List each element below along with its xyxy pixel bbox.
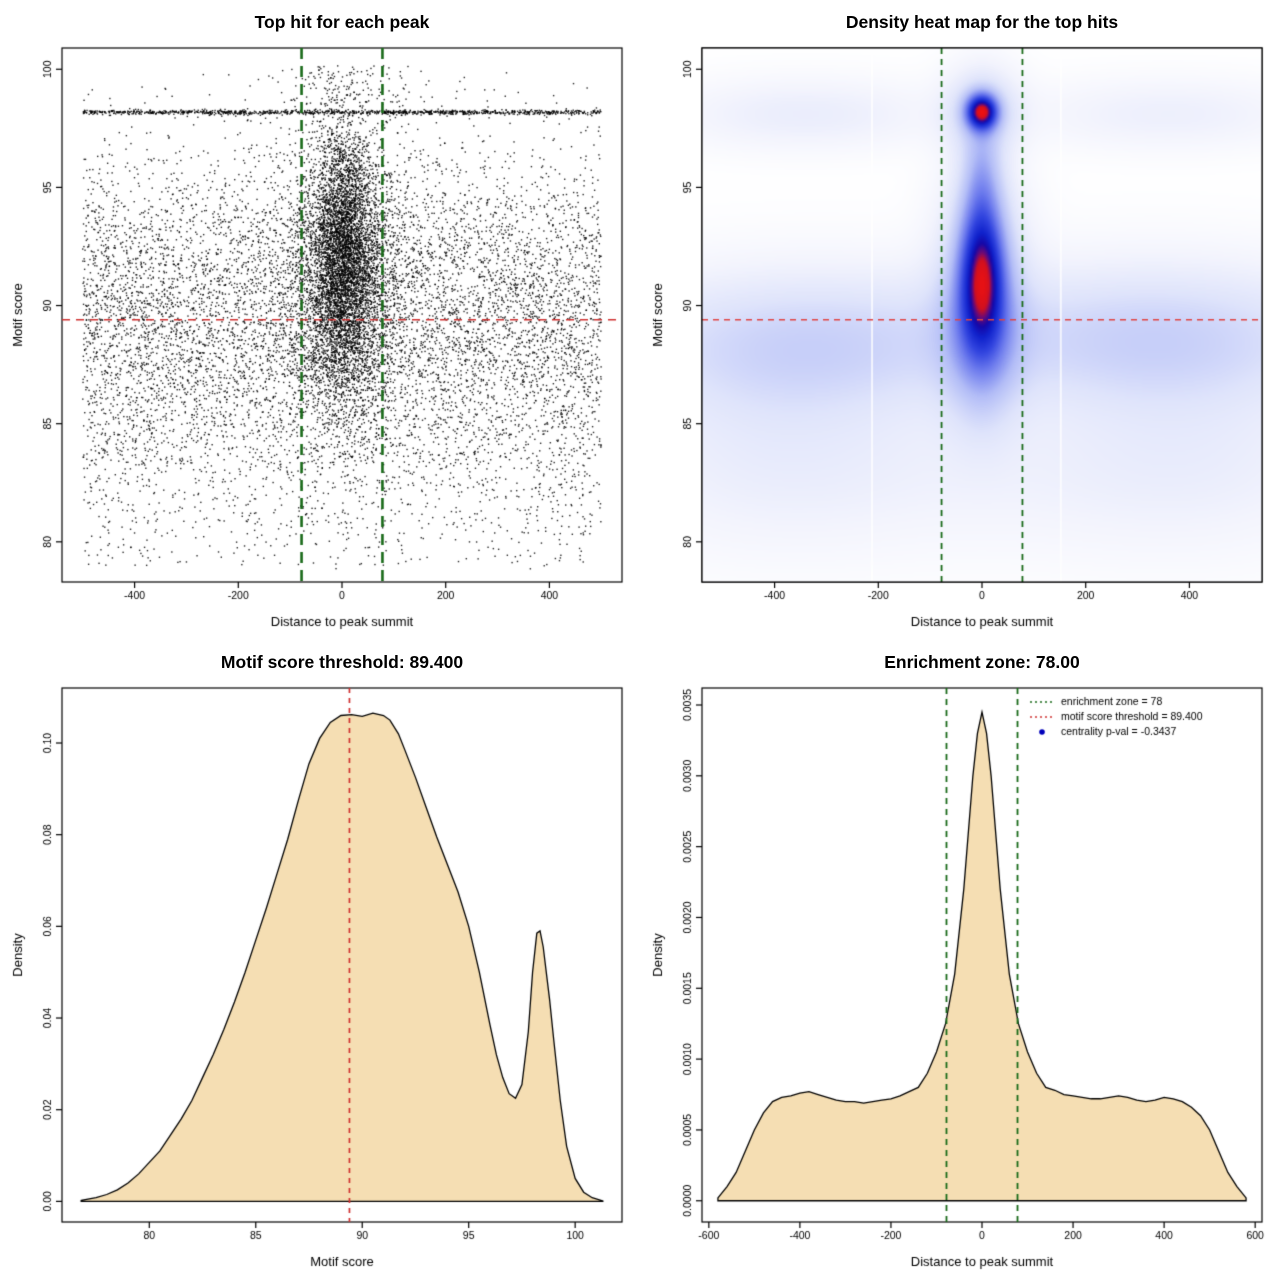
scatter-canvas xyxy=(0,0,640,640)
chart-title-enrichment-zone: Enrichment zone: 78.00 xyxy=(884,652,1080,672)
distance-density-canvas xyxy=(640,640,1280,1280)
panel-density-heatmap: Density heat map for the top hits xyxy=(640,0,1280,640)
panel-distance-density: Enrichment zone: 78.00 xyxy=(640,640,1280,1280)
panel-top-hit-scatter: Top hit for each peak xyxy=(0,0,640,640)
heatmap-canvas xyxy=(640,0,1280,640)
chart-title-heatmap: Density heat map for the top hits xyxy=(845,12,1119,32)
chart-title-top-hit: Top hit for each peak xyxy=(254,12,430,32)
motif-density-canvas xyxy=(0,640,640,1280)
chart-title-motif-threshold: Motif score threshold: 89.400 xyxy=(220,652,464,672)
panel-motif-score-density: Motif score threshold: 89.400 xyxy=(0,640,640,1280)
